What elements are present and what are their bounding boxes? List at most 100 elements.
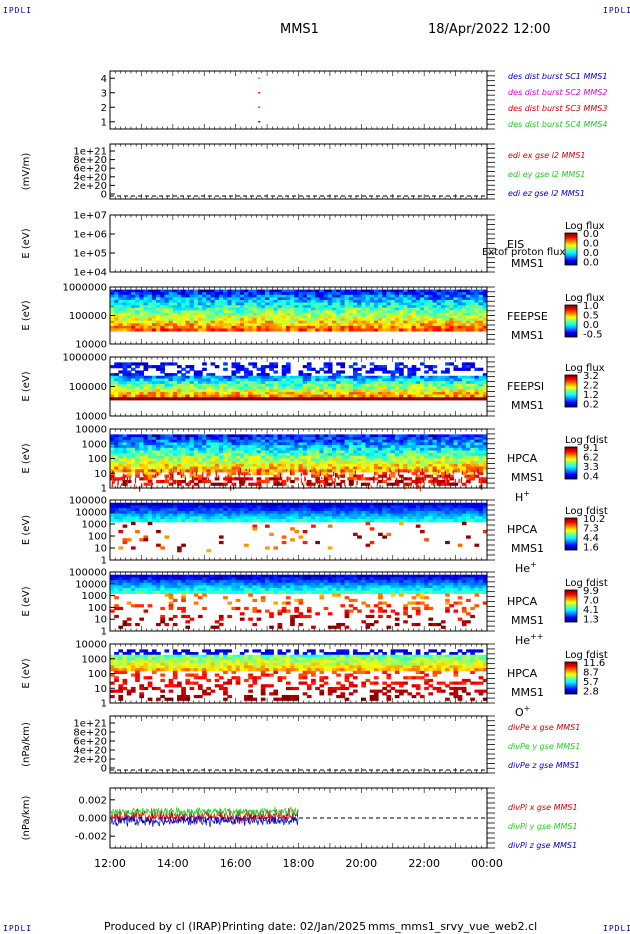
panel-hpca-he2-ytick-label: 1 [101, 627, 107, 638]
panel-divpe-legend-0: divPe x gse MMS1 [508, 723, 580, 732]
panel-hpca-o-colorbar-tick: 2.8 [583, 687, 599, 698]
corner-label-bottom-right: IPDLI [603, 924, 630, 933]
panel-divpi-minor-ticks [109, 787, 495, 849]
panel-feepsi-sc-label: MMS1 [511, 399, 544, 412]
spacecraft-title: MMS1 [280, 22, 319, 37]
panel-des-burst-ytick-label: 2 [101, 103, 107, 114]
panel-hpca-he2-ytick-label: 100 [88, 603, 107, 614]
panel-feepse-colorbar-tick: 0.0 [583, 320, 599, 331]
panel-feepsi-colorbar-tick: 2.2 [583, 381, 599, 392]
panel-feepsi-colorbar-title: Log flux [565, 363, 605, 374]
panel-eis-colorbar-tick: 0.0 [583, 258, 599, 269]
panel-hpca-he-colorbar-tick: 7.3 [583, 524, 599, 535]
panel-divpi-legend-2: divPi z gse MMS1 [508, 841, 577, 850]
panel-hpca-h-spectrogram [110, 434, 488, 486]
panel-divpe-ytick-label: 6e+20 [73, 737, 107, 748]
panel-hpca-h-ytick-label: 10000 [75, 425, 107, 436]
panel-des-burst-ytick-label: 3 [101, 88, 107, 99]
panel-hpca-o-ytick-label: 10000 [75, 640, 107, 651]
panel-eis-colorbar [564, 232, 578, 266]
footer-printing-date: Printing date: 02/Jan/2025 [222, 920, 367, 933]
panel-divpe-legend-1: divPe y gse MMS1 [508, 742, 580, 751]
panel-des-burst-ytick-label: 1 [101, 117, 107, 128]
panel-hpca-h-minor-ticks [109, 428, 495, 489]
panel-hpca-he-ytick-label: 1000 [82, 520, 107, 531]
panel-hpca-o-ylabel: E (eV) [21, 658, 32, 688]
panel-divpe-ytick-label: 2e+20 [73, 755, 107, 766]
panel-hpca-o-instrument-label: HPCA [507, 667, 538, 680]
x-axis-tick-label: 14:00 [157, 857, 189, 870]
panel-hpca-he-ytick-label: 1 [101, 556, 107, 567]
panel-hpca-o-colorbar [564, 661, 578, 695]
panel-hpca-he-species-label: He+ [515, 560, 537, 575]
panel-feepsi-ytick-label: 10000 [75, 412, 107, 423]
panel-feepsi-instrument-label: FEEPSI [507, 380, 544, 393]
footer-producer: Produced by cl (IRAP) [104, 920, 222, 933]
panel-eis-frame [109, 214, 488, 273]
panel-divpe-frame [109, 715, 488, 774]
x-axis-tick-label: 00:00 [471, 857, 503, 870]
panel-divpi-ytick-label: -0.002 [75, 832, 107, 843]
panel-hpca-he-colorbar [564, 517, 578, 551]
panel-feepsi-colorbar-tick: 1.2 [583, 390, 599, 401]
panel-des-burst-minor-ticks [109, 70, 495, 130]
panel-feepsi-ylabel: E (eV) [21, 371, 32, 401]
panel-hpca-he-ytick-label: 100000 [69, 496, 107, 507]
date-title: 18/Apr/2022 12:00 [428, 22, 551, 37]
panel-feepse-colorbar-tick: 0.5 [583, 311, 599, 322]
panel-hpca-he-minor-ticks [109, 499, 495, 561]
panel-hpca-o-minor-ticks [109, 643, 495, 704]
panel-divpi-legend-1: divPi y gse MMS1 [508, 822, 578, 831]
panel-des-burst-legend-2: des dist burst SC3 MMS3 [508, 104, 607, 113]
panel-divpi-legend-0: divPi x gse MMS1 [508, 803, 578, 812]
panel-des-burst-ytick-label: 4 [101, 74, 107, 85]
panel-hpca-he-instrument-label: HPCA [507, 523, 538, 536]
panel-hpca-he-ylabel: E (eV) [21, 515, 32, 545]
panel-hpca-o-ytick-label: 1000 [82, 654, 107, 665]
panel-hpca-he-colorbar-tick: 4.4 [583, 533, 599, 544]
panel-hpca-he2-colorbar-tick: 1.3 [583, 615, 599, 626]
panel-hpca-h-colorbar-tick: 9.1 [583, 443, 599, 454]
panel-feepse-colorbar-tick: -0.5 [583, 330, 603, 341]
panel-edi-legend-1: edi ey gse l2 MMS1 [508, 170, 586, 179]
panel-hpca-he-colorbar-title: Log fdist [565, 506, 608, 517]
panel-feepse-ylabel: E (eV) [21, 300, 32, 330]
panel-feepsi-colorbar-tick: 0.2 [583, 400, 599, 411]
panel-hpca-he-ytick-label: 10000 [75, 508, 107, 519]
panel-edi-frame [109, 143, 488, 200]
panel-hpca-he2-species-label: He++ [515, 632, 543, 647]
panel-eis-ytick-label: 1e+06 [73, 230, 107, 241]
panel-des-burst-legend-0: des dist burst SC1 MMS1 [508, 72, 607, 81]
panel-hpca-h-colorbar [564, 446, 578, 480]
panel-divpe-ytick-label: 4e+20 [73, 746, 107, 757]
panel-feepse-minor-ticks [109, 286, 495, 345]
panel-hpca-h-colorbar-tick: 3.3 [583, 462, 599, 473]
x-axis-tick-label: 22:00 [408, 857, 440, 870]
panel-edi-ytick-label: 0 [101, 190, 107, 201]
panel-hpca-o-ytick-label: 10 [94, 684, 107, 695]
panel-des-burst-point [258, 106, 261, 108]
panel-hpca-he2-ytick-label: 10000 [75, 579, 107, 590]
panel-des-burst-point [258, 92, 261, 94]
panel-eis-ytick-label: 1e+07 [73, 211, 107, 222]
panel-hpca-he2-spectrogram [110, 574, 488, 629]
panel-feepse-ytick-label: 1000000 [62, 283, 107, 294]
panel-hpca-he-spectrogram [110, 502, 488, 553]
panel-edi-ytick-label: 4e+20 [73, 172, 107, 183]
panel-edi-ytick-label: 8e+20 [73, 155, 107, 166]
panel-feepsi-ytick-label: 100000 [69, 382, 107, 393]
panel-hpca-he-colorbar-tick: 1.6 [583, 543, 599, 554]
panel-hpca-h-colorbar-tick: 0.4 [583, 472, 599, 483]
panel-feepsi-minor-ticks [109, 356, 495, 417]
panel-eis-colorbar-tick: 0.0 [583, 239, 599, 250]
panel-hpca-o-species-label: O+ [515, 704, 530, 719]
corner-label-top-right: IPDLI [603, 6, 630, 15]
panel-eis-overlay-label: Extof proton flux [482, 247, 566, 258]
panel-divpe-legend-2: divPe z gse MMS1 [508, 761, 580, 770]
panel-hpca-h-instrument-label: HPCA [507, 452, 538, 465]
panel-feepsi-ytick-label: 1000000 [62, 353, 107, 364]
panel-hpca-o-colorbar-tick: 5.7 [583, 677, 599, 688]
panel-eis-colorbar-tick: 0.0 [583, 229, 599, 240]
panel-feepse-colorbar-tick: 1.0 [583, 301, 599, 312]
panel-hpca-he2-colorbar-title: Log fdist [565, 578, 608, 589]
